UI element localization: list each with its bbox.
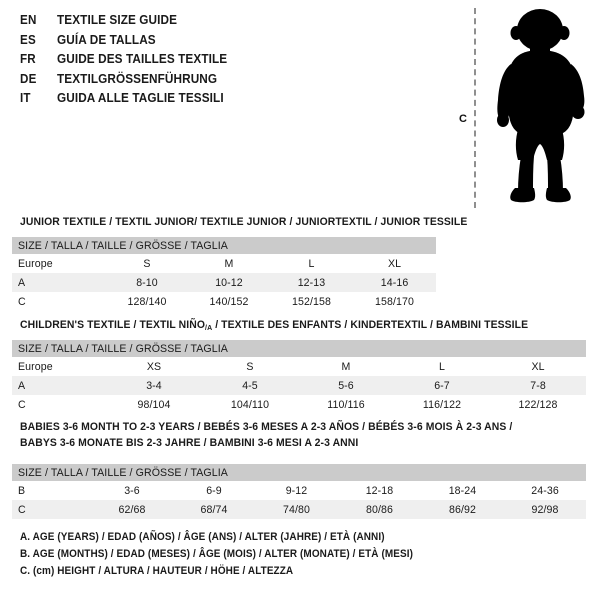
cell: 80/86: [338, 500, 421, 519]
row-label: Europe: [12, 254, 106, 273]
language-code-fr: FR: [20, 52, 36, 66]
measurement-figure: C: [455, 8, 595, 208]
table-row: A 8-10 10-12 12-13 14-16: [12, 273, 437, 292]
cell: 9-12: [255, 481, 338, 500]
cell: 140/152: [188, 292, 270, 311]
cell: 7-8: [490, 376, 587, 395]
children-heading-post: / TEXTILE DES ENFANTS / KINDERTEXTIL / B…: [212, 319, 529, 331]
babies-table-heading-line1: BABIES 3-6 MONTH TO 2-3 YEARS / BEBÉS 3-…: [20, 421, 513, 433]
cell: 110/116: [298, 395, 394, 414]
cell: 116/122: [394, 395, 490, 414]
cell: 62/68: [91, 500, 173, 519]
table-row: A 3-4 4-5 5-6 6-7 7-8: [12, 376, 587, 395]
language-row-de: DE TEXTILGRÖSSENFÜHRUNG: [20, 71, 440, 91]
cell: 3-4: [106, 376, 202, 395]
language-title-fr: GUIDE DES TAILLES TEXTILE: [57, 51, 228, 66]
junior-size-bar: SIZE / TALLA / TAILLE / GRÖSSE / TAGLIA: [12, 237, 437, 254]
cell: XL: [490, 357, 587, 376]
legend-note-c: C. (cm) HEIGHT / ALTURA / HAUTEUR / HÖHE…: [20, 565, 294, 577]
language-title-de: TEXTILGRÖSSENFÜHRUNG: [57, 70, 218, 86]
junior-size-table: SIZE / TALLA / TAILLE / GRÖSSE / TAGLIA …: [12, 237, 437, 311]
cell: 98/104: [106, 395, 202, 414]
table-row: C 128/140 140/152 152/158 158/170: [12, 292, 437, 311]
row-label: C: [12, 292, 106, 311]
row-label: A: [12, 273, 106, 292]
cell: XL: [353, 254, 437, 273]
table-row: SIZE / TALLA / TAILLE / GRÖSSE / TAGLIA: [12, 464, 587, 481]
cell: 152/158: [270, 292, 353, 311]
language-code-de: DE: [20, 71, 37, 86]
cell: M: [298, 357, 394, 376]
language-row-en: EN TEXTILE SIZE GUIDE: [20, 12, 440, 32]
cell: L: [270, 254, 353, 273]
cell: 122/128: [490, 395, 587, 414]
language-title-en: TEXTILE SIZE GUIDE: [57, 12, 178, 27]
legend-note-a: A. AGE (YEARS) / EDAD (AÑOS) / ÂGE (ANS)…: [20, 531, 385, 543]
cell: 12-18: [338, 481, 421, 500]
cell: 158/170: [353, 292, 437, 311]
row-label: C: [12, 500, 91, 519]
language-row-es: ES GUÍA DE TALLAS: [20, 32, 440, 52]
cell: 74/80: [255, 500, 338, 519]
language-title-it: GUIDA ALLE TAGLIE TESSILI: [57, 90, 224, 105]
language-title-es: GUÍA DE TALLAS: [57, 31, 156, 47]
table-row: SIZE / TALLA / TAILLE / GRÖSSE / TAGLIA: [12, 340, 587, 357]
children-table-heading: CHILDREN'S TEXTILE / TEXTIL NIÑO/A / TEX…: [20, 319, 529, 332]
language-code-es: ES: [20, 32, 36, 47]
cell: 68/74: [173, 500, 255, 519]
toddler-silhouette-icon: [497, 9, 585, 203]
table-row: SIZE / TALLA / TAILLE / GRÖSSE / TAGLIA: [12, 237, 437, 254]
cell: 86/92: [421, 500, 504, 519]
cell: M: [188, 254, 270, 273]
cell: 128/140: [106, 292, 188, 311]
cell: 24-36: [504, 481, 587, 500]
cell: 5-6: [298, 376, 394, 395]
junior-table-heading: JUNIOR TEXTILE / TEXTIL JUNIOR/ TEXTILE …: [20, 216, 468, 228]
table-row: Europe S M L XL: [12, 254, 437, 273]
row-label: A: [12, 376, 106, 395]
legend-note-b: B. AGE (MONTHS) / EDAD (MESES) / ÂGE (MO…: [20, 548, 414, 560]
cell: 10-12: [188, 273, 270, 292]
cell: S: [106, 254, 188, 273]
children-heading-pre: CHILDREN'S TEXTILE / TEXTIL NIÑO: [20, 319, 206, 331]
cell: 4-5: [202, 376, 298, 395]
babies-table-heading-line2: BABYS 3-6 MONATE BIS 2-3 JAHRE / BAMBINI…: [20, 437, 359, 449]
cell: 12-13: [270, 273, 353, 292]
cell: 18-24: [421, 481, 504, 500]
table-row: C 62/68 68/74 74/80 80/86 86/92 92/98: [12, 500, 587, 519]
language-row-fr: FR GUIDE DES TAILLES TEXTILE: [20, 51, 440, 71]
row-label: B: [12, 481, 91, 500]
row-label: Europe: [12, 357, 106, 376]
cell: S: [202, 357, 298, 376]
legend-notes: A. AGE (YEARS) / EDAD (AÑOS) / ÂGE (ANS)…: [20, 531, 540, 582]
table-row: C 98/104 104/110 110/116 116/122 122/128: [12, 395, 587, 414]
cell: 6-9: [173, 481, 255, 500]
table-row: Europe XS S M L XL: [12, 357, 587, 376]
language-code-en: EN: [20, 13, 37, 27]
cell: 3-6: [91, 481, 173, 500]
cell: 6-7: [394, 376, 490, 395]
height-measure-label: C: [459, 113, 467, 125]
cell: L: [394, 357, 490, 376]
children-size-table: SIZE / TALLA / TAILLE / GRÖSSE / TAGLIA …: [12, 340, 587, 414]
cell: 8-10: [106, 273, 188, 292]
cell: 104/110: [202, 395, 298, 414]
cell: 14-16: [353, 273, 437, 292]
babies-size-table: SIZE / TALLA / TAILLE / GRÖSSE / TAGLIA …: [12, 464, 587, 519]
children-heading-sub: /A: [205, 323, 213, 332]
children-size-bar: SIZE / TALLA / TAILLE / GRÖSSE / TAGLIA: [12, 340, 587, 357]
language-row-it: IT GUIDA ALLE TAGLIE TESSILI: [20, 90, 440, 110]
table-row: B 3-6 6-9 9-12 12-18 18-24 24-36: [12, 481, 587, 500]
language-title-block: EN TEXTILE SIZE GUIDE ES GUÍA DE TALLAS …: [20, 12, 440, 110]
language-code-it: IT: [20, 91, 31, 105]
height-dashed-line: [474, 8, 476, 208]
cell: XS: [106, 357, 202, 376]
row-label: C: [12, 395, 106, 414]
babies-size-bar: SIZE / TALLA / TAILLE / GRÖSSE / TAGLIA: [12, 464, 587, 481]
cell: 92/98: [504, 500, 587, 519]
